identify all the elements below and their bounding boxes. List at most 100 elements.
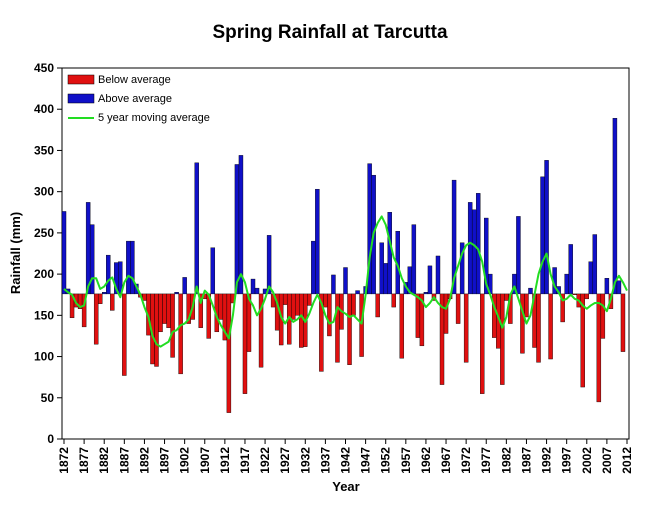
bar-1952	[383, 263, 388, 295]
bar-2011	[620, 293, 626, 352]
legend-label-below: Below average	[98, 74, 171, 86]
x-tick-label-1907: 1907	[198, 447, 212, 474]
bar-1889	[130, 240, 135, 295]
bar-1930	[295, 293, 300, 316]
moving-average-group	[63, 215, 628, 348]
bar-1933	[307, 293, 312, 306]
x-tick-label-1987: 1987	[519, 447, 533, 474]
y-tick-label-350: 350	[34, 143, 54, 157]
bar-1911	[218, 293, 224, 320]
x-tick-label-1997: 1997	[560, 447, 574, 474]
bar-1981	[500, 293, 505, 385]
bar-2010	[616, 280, 622, 295]
plot-area	[61, 67, 630, 440]
bar-1970	[455, 293, 461, 324]
legend-swatch-above	[67, 93, 95, 104]
bar-1990	[536, 293, 541, 363]
bar-1937	[323, 293, 328, 308]
x-tick-label-1877: 1877	[77, 447, 91, 474]
bar-1965	[435, 255, 441, 295]
bar-1956	[399, 293, 405, 359]
bar-2003	[588, 261, 594, 295]
bar-1966	[439, 293, 445, 385]
bar-1940	[335, 293, 340, 363]
x-tick-label-1957: 1957	[399, 447, 413, 474]
x-tick-label-1897: 1897	[158, 447, 172, 474]
bar-1935	[315, 188, 320, 295]
bar-1938	[327, 293, 332, 337]
chart-title: Spring Rainfall at Tarcutta	[212, 22, 448, 43]
bar-2009	[612, 118, 618, 295]
x-tick-label-1922: 1922	[258, 447, 272, 474]
bar-1972	[463, 293, 469, 363]
bar-1992	[544, 160, 549, 295]
moving-average-line	[63, 215, 628, 348]
bar-1887	[122, 293, 127, 376]
bar-1951	[379, 242, 384, 295]
bar-1985	[516, 216, 521, 295]
bar-1919	[250, 278, 256, 295]
bar-1959	[411, 224, 417, 295]
bar-1963	[427, 265, 433, 295]
x-tick-label-1917: 1917	[238, 447, 252, 474]
y-axis-label: Rainfall (mm)	[8, 212, 23, 294]
y-tick-label-400: 400	[34, 102, 54, 116]
bar-1974	[471, 209, 477, 295]
x-tick-label-1982: 1982	[499, 447, 513, 474]
x-axis-label: Year	[332, 479, 359, 494]
y-tick-label-300: 300	[34, 185, 54, 199]
bar-2006	[600, 293, 606, 339]
x-tick-label-1937: 1937	[318, 447, 332, 474]
x-tick-label-1952: 1952	[379, 447, 393, 474]
bar-1986	[520, 293, 525, 354]
bar-1892	[142, 293, 147, 301]
bar-1900	[174, 292, 179, 295]
bar-2001	[580, 293, 585, 388]
y-tick-label-100: 100	[34, 350, 54, 364]
bar-1896	[158, 293, 163, 333]
bar-2007	[604, 278, 610, 295]
x-tick-label-1882: 1882	[97, 447, 111, 474]
bar-1877	[81, 293, 87, 328]
bar-1931	[299, 293, 304, 348]
bar-1918	[246, 293, 252, 352]
bar-1881	[97, 293, 103, 304]
bar-1927	[282, 293, 288, 305]
bar-1946	[359, 293, 364, 357]
bar-1895	[154, 293, 159, 367]
bar-1882	[102, 292, 107, 295]
bar-1878	[85, 202, 91, 295]
x-tick-label-1892: 1892	[137, 447, 151, 474]
bar-1977	[484, 217, 489, 295]
bar-1960	[415, 293, 421, 338]
bar-1936	[319, 293, 324, 372]
bar-1962	[423, 292, 429, 295]
x-tick-label-1872: 1872	[57, 447, 71, 474]
bar-1923	[266, 235, 272, 295]
x-tick-label-1947: 1947	[359, 447, 373, 474]
bar-1902	[182, 277, 187, 295]
bar-1884	[110, 293, 115, 311]
bar-1913	[226, 293, 232, 413]
bar-2002	[584, 293, 589, 300]
bar-1872	[61, 211, 67, 295]
bar-1934	[311, 240, 316, 295]
bar-1879	[89, 224, 95, 295]
bar-1999	[572, 293, 577, 295]
bar-1993	[548, 293, 553, 360]
bar-1899	[170, 293, 175, 358]
y-axis: 0 50 100 150 200 250 300 350 400 450	[34, 61, 62, 446]
bar-1905	[194, 162, 199, 295]
bar-1939	[331, 274, 336, 295]
x-tick-label-1932: 1932	[298, 447, 312, 474]
x-tick-label-2012: 2012	[620, 447, 634, 474]
bar-1883	[106, 254, 111, 295]
bar-1961	[419, 293, 425, 347]
x-tick-label-1967: 1967	[439, 447, 453, 474]
x-tick-label-2007: 2007	[600, 447, 614, 474]
bar-1996	[560, 293, 565, 323]
bar-1945	[355, 290, 360, 295]
bar-1967	[443, 293, 449, 334]
x-tick-label-1962: 1962	[419, 447, 433, 474]
